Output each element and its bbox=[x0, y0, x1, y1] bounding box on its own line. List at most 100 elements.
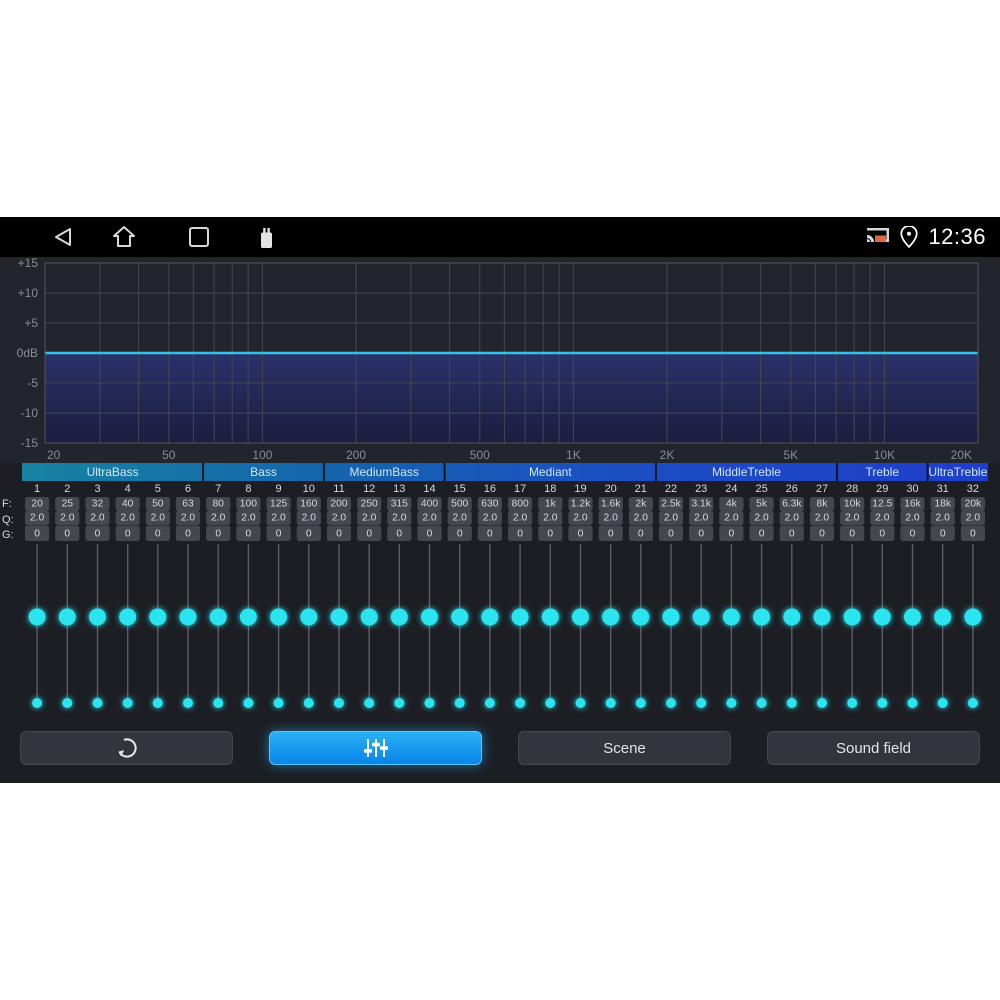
svg-text:12: 12 bbox=[363, 483, 375, 495]
svg-text:2.0: 2.0 bbox=[815, 513, 830, 524]
svg-text:2.0: 2.0 bbox=[936, 513, 951, 524]
svg-text:20k: 20k bbox=[965, 499, 982, 510]
svg-text:28: 28 bbox=[846, 483, 858, 495]
svg-text:2.0: 2.0 bbox=[724, 513, 739, 524]
svg-text:8: 8 bbox=[245, 483, 251, 495]
svg-text:MediumBass: MediumBass bbox=[350, 465, 419, 479]
svg-text:2.0: 2.0 bbox=[754, 513, 769, 524]
svg-text:-5: -5 bbox=[27, 376, 38, 390]
svg-text:14: 14 bbox=[423, 483, 435, 495]
svg-text:800: 800 bbox=[512, 499, 529, 510]
svg-text:5K: 5K bbox=[783, 448, 798, 462]
svg-text:50: 50 bbox=[152, 499, 164, 510]
svg-text:0dB: 0dB bbox=[17, 346, 38, 360]
svg-text:50: 50 bbox=[162, 448, 176, 462]
svg-text:5: 5 bbox=[155, 483, 161, 495]
svg-text:100: 100 bbox=[252, 448, 272, 462]
svg-text:2.0: 2.0 bbox=[543, 513, 558, 524]
svg-text:24: 24 bbox=[725, 483, 737, 495]
svg-text:0: 0 bbox=[547, 529, 553, 540]
svg-text:0: 0 bbox=[578, 529, 584, 540]
svg-text:18k: 18k bbox=[934, 499, 951, 510]
svg-text:0: 0 bbox=[849, 529, 855, 540]
svg-text:10: 10 bbox=[303, 483, 315, 495]
svg-text:0: 0 bbox=[276, 529, 282, 540]
svg-text:2.0: 2.0 bbox=[60, 513, 75, 524]
svg-text:0: 0 bbox=[34, 529, 40, 540]
svg-text:2.0: 2.0 bbox=[241, 513, 256, 524]
svg-text:1.6k: 1.6k bbox=[601, 499, 621, 510]
svg-text:0: 0 bbox=[246, 529, 252, 540]
svg-text:2.0: 2.0 bbox=[573, 513, 588, 524]
svg-text:0: 0 bbox=[879, 529, 885, 540]
svg-text:-10: -10 bbox=[21, 406, 39, 420]
svg-text:+15: +15 bbox=[18, 257, 39, 270]
svg-text:+10: +10 bbox=[18, 286, 39, 300]
svg-text:23: 23 bbox=[695, 483, 707, 495]
svg-text:2.0: 2.0 bbox=[181, 513, 196, 524]
svg-text:20: 20 bbox=[605, 483, 617, 495]
svg-text:2.0: 2.0 bbox=[302, 513, 317, 524]
svg-text:1K: 1K bbox=[566, 448, 581, 462]
svg-text:16: 16 bbox=[484, 483, 496, 495]
svg-text:UltraTreble: UltraTreble bbox=[928, 465, 987, 479]
svg-text:125: 125 bbox=[270, 499, 287, 510]
svg-text:0: 0 bbox=[155, 529, 161, 540]
svg-text:1.2k: 1.2k bbox=[571, 499, 591, 510]
svg-text:25: 25 bbox=[755, 483, 767, 495]
svg-text:-15: -15 bbox=[21, 436, 39, 450]
svg-text:0: 0 bbox=[608, 529, 614, 540]
svg-text:2.0: 2.0 bbox=[634, 513, 649, 524]
svg-text:0: 0 bbox=[95, 529, 101, 540]
svg-text:7: 7 bbox=[215, 483, 221, 495]
svg-text:0: 0 bbox=[336, 529, 342, 540]
svg-text:20: 20 bbox=[31, 499, 43, 510]
svg-text:2.0: 2.0 bbox=[332, 513, 347, 524]
svg-text:29: 29 bbox=[876, 483, 888, 495]
svg-text:2.0: 2.0 bbox=[392, 513, 407, 524]
svg-text:6.3k: 6.3k bbox=[782, 499, 802, 510]
svg-text:UltraBass: UltraBass bbox=[87, 465, 139, 479]
svg-text:1k: 1k bbox=[545, 499, 557, 510]
svg-text:+5: +5 bbox=[24, 316, 38, 330]
svg-text:2.0: 2.0 bbox=[121, 513, 136, 524]
svg-text:19: 19 bbox=[574, 483, 586, 495]
svg-text:27: 27 bbox=[816, 483, 828, 495]
svg-text:30: 30 bbox=[906, 483, 918, 495]
svg-text:2.0: 2.0 bbox=[875, 513, 890, 524]
svg-text:5k: 5k bbox=[756, 499, 768, 510]
svg-text:0: 0 bbox=[306, 529, 312, 540]
svg-text:0: 0 bbox=[396, 529, 402, 540]
svg-text:0: 0 bbox=[698, 529, 704, 540]
svg-text:6: 6 bbox=[185, 483, 191, 495]
svg-text:63: 63 bbox=[182, 499, 194, 510]
svg-text:32: 32 bbox=[92, 499, 104, 510]
svg-text:0: 0 bbox=[215, 529, 221, 540]
svg-text:31: 31 bbox=[937, 483, 949, 495]
svg-text:40: 40 bbox=[122, 499, 134, 510]
svg-text:2.0: 2.0 bbox=[453, 513, 468, 524]
svg-text:22: 22 bbox=[665, 483, 677, 495]
svg-text:2.0: 2.0 bbox=[90, 513, 105, 524]
svg-text:0: 0 bbox=[487, 529, 493, 540]
svg-text:25: 25 bbox=[62, 499, 74, 510]
svg-text:12.5: 12.5 bbox=[872, 499, 892, 510]
svg-text:0: 0 bbox=[517, 529, 523, 540]
svg-text:400: 400 bbox=[421, 499, 438, 510]
svg-text:21: 21 bbox=[635, 483, 647, 495]
svg-text:0: 0 bbox=[457, 529, 463, 540]
svg-text:2: 2 bbox=[64, 483, 70, 495]
svg-text:10K: 10K bbox=[874, 448, 895, 462]
svg-text:0: 0 bbox=[940, 529, 946, 540]
svg-text:4k: 4k bbox=[726, 499, 738, 510]
svg-text:1: 1 bbox=[34, 483, 40, 495]
svg-text:2.0: 2.0 bbox=[664, 513, 679, 524]
svg-text:10k: 10k bbox=[844, 499, 861, 510]
svg-text:18: 18 bbox=[544, 483, 556, 495]
svg-text:2.0: 2.0 bbox=[966, 513, 981, 524]
svg-text:8k: 8k bbox=[817, 499, 829, 510]
svg-text:2.0: 2.0 bbox=[483, 513, 498, 524]
svg-text:0: 0 bbox=[185, 529, 191, 540]
svg-text:2.0: 2.0 bbox=[362, 513, 377, 524]
svg-text:11: 11 bbox=[333, 483, 344, 495]
